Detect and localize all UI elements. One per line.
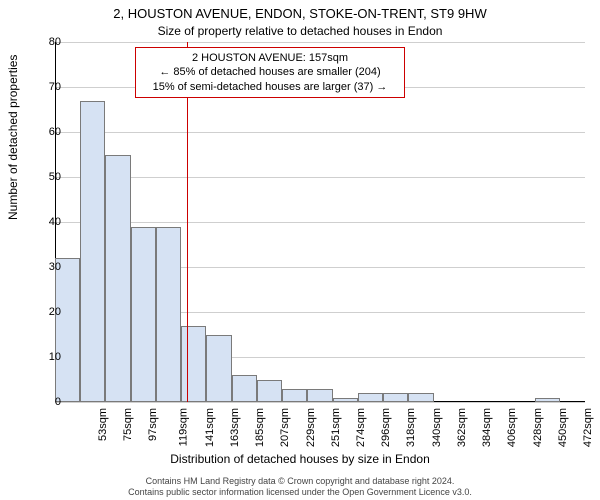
ytick-label: 20 [31, 306, 61, 318]
histogram-bar [282, 389, 307, 403]
annotation-box: 2 HOUSTON AVENUE: 157sqm← 85% of detache… [135, 47, 405, 98]
chart-subtitle: Size of property relative to detached ho… [0, 24, 600, 38]
footer-line-1: Contains HM Land Registry data © Crown c… [0, 476, 600, 487]
histogram-bar [105, 155, 130, 403]
xtick-label: 274sqm [355, 408, 367, 447]
histogram-bar [408, 393, 433, 402]
ytick-label: 60 [31, 126, 61, 138]
xtick-label: 318sqm [406, 408, 418, 447]
gridline [55, 177, 585, 178]
xtick-label: 450sqm [557, 408, 569, 447]
xtick-label: 185sqm [254, 408, 266, 447]
chart-container: 2, HOUSTON AVENUE, ENDON, STOKE-ON-TRENT… [0, 0, 600, 500]
histogram-bar [535, 398, 560, 403]
ytick-label: 70 [31, 81, 61, 93]
ytick-label: 80 [31, 36, 61, 48]
annotation-line-2: ← 85% of detached houses are smaller (20… [142, 65, 398, 79]
histogram-bar [131, 227, 156, 403]
xtick-label: 406sqm [507, 408, 519, 447]
xtick-label: 163sqm [229, 408, 241, 447]
chart-title: 2, HOUSTON AVENUE, ENDON, STOKE-ON-TRENT… [0, 6, 600, 21]
histogram-bar [232, 375, 257, 402]
histogram-bar [333, 398, 358, 403]
annotation-line-3: 15% of semi-detached houses are larger (… [142, 80, 398, 94]
gridline [55, 402, 585, 403]
xtick-label: 229sqm [305, 408, 317, 447]
histogram-bar [80, 101, 105, 403]
ytick-label: 50 [31, 171, 61, 183]
xtick-label: 296sqm [380, 408, 392, 447]
ytick-label: 30 [31, 261, 61, 273]
xtick-label: 362sqm [456, 408, 468, 447]
ytick-label: 10 [31, 351, 61, 363]
annotation-line-1: 2 HOUSTON AVENUE: 157sqm [142, 51, 398, 65]
histogram-bar [55, 258, 80, 402]
histogram-bar [358, 393, 383, 402]
xtick-label: 340sqm [431, 408, 443, 447]
footer-text: Contains HM Land Registry data © Crown c… [0, 476, 600, 498]
footer-line-2: Contains public sector information licen… [0, 487, 600, 498]
xtick-label: 251sqm [330, 408, 342, 447]
xtick-label: 472sqm [582, 408, 594, 447]
xtick-label: 384sqm [481, 408, 493, 447]
y-axis-label-text: Number of detached properties [6, 55, 20, 220]
y-axis-label: Number of detached properties [6, 55, 20, 220]
ytick-label: 40 [31, 216, 61, 228]
histogram-bar [156, 227, 181, 403]
xtick-label: 53sqm [97, 408, 109, 441]
xtick-label: 119sqm [178, 408, 190, 446]
histogram-bar [383, 393, 408, 402]
gridline [55, 42, 585, 43]
ytick-label: 0 [31, 396, 61, 408]
gridline [55, 222, 585, 223]
histogram-bar [181, 326, 206, 403]
xtick-label: 207sqm [279, 408, 291, 447]
xtick-label: 97sqm [147, 408, 159, 441]
xtick-label: 428sqm [532, 408, 544, 447]
xtick-label: 75sqm [122, 408, 134, 441]
x-axis-label: Distribution of detached houses by size … [0, 452, 600, 466]
histogram-bar [307, 389, 332, 403]
xtick-label: 141sqm [204, 408, 216, 447]
gridline [55, 132, 585, 133]
histogram-bar [257, 380, 282, 403]
plot-area: 2 HOUSTON AVENUE: 157sqm← 85% of detache… [55, 42, 585, 402]
histogram-bar [206, 335, 231, 403]
